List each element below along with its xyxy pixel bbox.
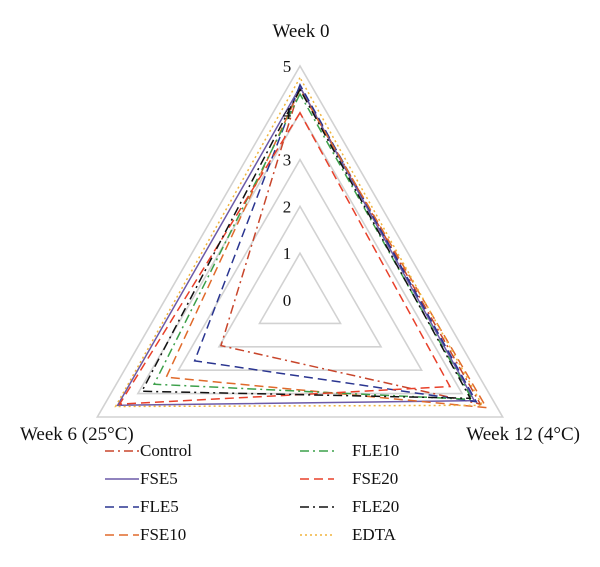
tick-label-2: 2 [283,197,292,216]
series-line-fse20 [118,111,452,405]
series-line-fle10 [152,92,474,401]
axis-label-left: Week 6 (25°C) [20,424,134,445]
grid-ring-1 [258,251,342,325]
grid-ring-5 [95,64,505,418]
series-line-edta [114,76,484,408]
grid-ring-2 [217,204,383,348]
tick-labels: 0 1 2 3 4 5 [283,57,292,310]
legend: Control FSE5 FLE5 FSE10 FLE10 FSE20 FLE20 EDTA [105,441,399,544]
legend-item-fse5: FSE5 [105,469,178,488]
legend-label: FSE10 [140,525,186,544]
axis-labels: Week 0 Week 6 (25°C) Week 12 (4°C) [20,21,580,445]
series-line-control [220,85,482,406]
series-line-fse10 [165,87,488,409]
legend-label: FLE20 [352,497,399,516]
series-line-fle20 [140,87,472,400]
grid-ring-3 [177,158,423,372]
grid [95,64,505,418]
legend-label: Control [140,441,192,460]
legend-item-fle20: FLE20 [300,497,399,516]
legend-item-fse10: FSE10 [105,525,186,544]
tick-label-0: 0 [283,291,292,310]
legend-label: FSE5 [140,469,178,488]
series-line-fse5 [116,85,476,407]
tick-label-3: 3 [283,151,292,170]
tick-label-5: 5 [283,57,292,76]
series-lines [114,76,488,409]
grid-ring-4 [136,111,464,395]
legend-item-fse20: FSE20 [300,469,398,488]
tick-label-1: 1 [283,244,292,263]
legend-label: FLE10 [352,441,399,460]
axis-label-right: Week 12 (4°C) [466,424,580,445]
legend-item-edta: EDTA [300,525,397,544]
legend-label: FSE20 [352,469,398,488]
legend-item-fle10: FLE10 [300,441,399,460]
legend-label: FLE5 [140,497,179,516]
series-line-fle5 [193,82,478,403]
tick-label-4: 4 [283,104,292,123]
legend-item-control: Control [105,441,192,460]
legend-label: EDTA [352,525,397,544]
legend-item-fle5: FLE5 [105,497,179,516]
axis-label-top: Week 0 [272,21,329,42]
